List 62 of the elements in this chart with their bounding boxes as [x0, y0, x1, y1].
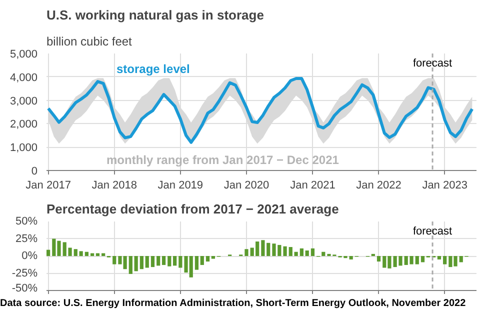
- bar: [294, 252, 298, 256]
- bar: [244, 249, 248, 256]
- bar: [322, 252, 326, 256]
- y-tick-label: 4,000: [10, 72, 38, 84]
- source-note: Data source: U.S. Energy Information Administration, Short-Term Energy Outlook, November 2022: [0, 298, 466, 309]
- bar: [211, 256, 215, 259]
- bar: [420, 256, 425, 262]
- bar: [437, 256, 442, 260]
- chart-subtitle: billion cubic feet: [46, 34, 133, 48]
- x-tick-label: Jan 2019: [158, 180, 204, 192]
- bar: [145, 256, 149, 268]
- y-tick-label: 0%: [22, 250, 38, 262]
- y-tick-label: -25%: [12, 267, 38, 280]
- y-tick-label: 0: [31, 166, 38, 178]
- x-tick-label: Jan 2020: [224, 180, 270, 192]
- x-tick-label: Jan 2023: [422, 180, 468, 192]
- bar: [46, 250, 50, 256]
- bar: [200, 256, 204, 265]
- bar: [206, 256, 210, 262]
- bar: [74, 249, 78, 256]
- y-tick-label: 3,000: [10, 95, 38, 108]
- bar: [96, 253, 100, 256]
- bar: [305, 250, 309, 256]
- bar: [349, 256, 353, 260]
- y-tick-label: 50%: [15, 216, 38, 228]
- bar: [102, 253, 106, 256]
- bar: [376, 256, 381, 262]
- bar: [310, 248, 315, 256]
- bar: [150, 256, 155, 268]
- bar: [415, 256, 419, 264]
- bar: [156, 256, 160, 266]
- y-tick-label: 1,000: [10, 142, 38, 154]
- ref-line-label: forecast: [412, 226, 452, 238]
- bar: [79, 251, 83, 256]
- x-tick-label: Jan 2018: [92, 180, 137, 192]
- bar: [168, 256, 172, 266]
- x-tick-label: Jan 2017: [26, 180, 71, 192]
- bar: [283, 246, 287, 256]
- bar: [173, 256, 177, 266]
- bar: [178, 256, 182, 268]
- bar: [300, 248, 304, 256]
- y-tick-label: -50%: [12, 282, 38, 294]
- bar: [84, 252, 88, 256]
- bar: [288, 247, 292, 256]
- chart-title: U.S. working natural gas in storage: [46, 8, 264, 22]
- bar: [90, 253, 94, 256]
- chart-title: Percentage deviation from 2017 − 2021 average: [46, 202, 339, 216]
- annotation: monthly range from Jan 2017 − Dec 2021: [106, 152, 340, 167]
- bar: [162, 256, 166, 265]
- x-tick-label: Jan 2022: [356, 180, 402, 192]
- ref-line-label: forecast: [412, 58, 452, 70]
- bar: [128, 256, 132, 274]
- bar: [194, 256, 199, 270]
- y-tick-label: 2,000: [10, 118, 38, 131]
- bar: [134, 256, 138, 272]
- x-tick-label: Jan 2021: [290, 180, 336, 192]
- series-label: storage level: [116, 62, 190, 76]
- y-tick-label: 5,000: [10, 48, 38, 60]
- bar: [112, 256, 116, 264]
- y-tick-label: 25%: [15, 232, 38, 245]
- bar: [443, 256, 447, 264]
- bar: [140, 256, 144, 270]
